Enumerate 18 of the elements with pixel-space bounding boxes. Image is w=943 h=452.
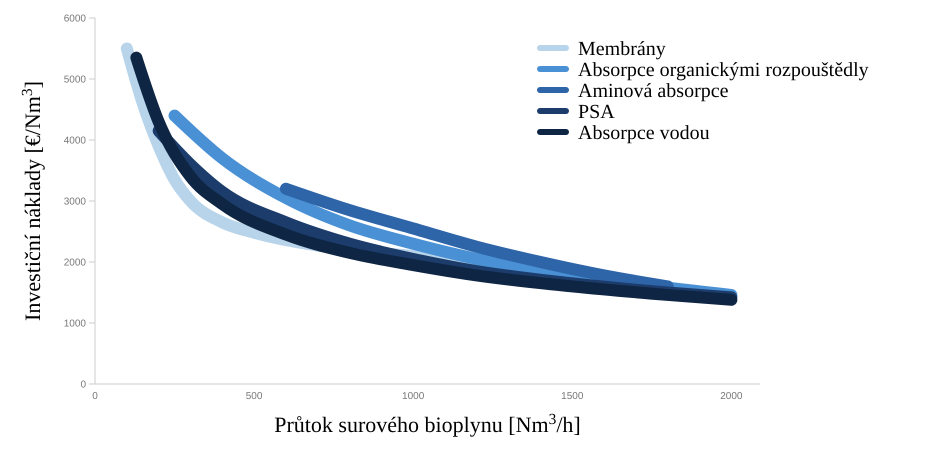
x-tick-label: 0 bbox=[92, 391, 98, 402]
y-tick-label: 0 bbox=[80, 380, 86, 390]
y-tick-label: 1000 bbox=[64, 318, 86, 330]
y-tick-label: 6000 bbox=[64, 14, 86, 24]
x-tick-label: 2000 bbox=[720, 391, 743, 402]
y-tick-label: 4000 bbox=[64, 136, 86, 146]
x-tick-label: 1500 bbox=[561, 391, 584, 402]
legend-label: Aminová absorpce bbox=[578, 80, 729, 102]
legend-label: Absorpce vodou bbox=[578, 122, 710, 144]
y-tick-label: 5000 bbox=[64, 74, 86, 86]
x-tick-label: 500 bbox=[246, 391, 263, 402]
legend-label: PSA bbox=[578, 101, 616, 123]
legend-label: Membrány bbox=[578, 38, 666, 60]
legend-label: Absorpce organickými rozpouštědly bbox=[578, 59, 869, 81]
x-tick-label: 1000 bbox=[402, 391, 425, 402]
y-tick-label: 3000 bbox=[64, 196, 86, 208]
y-tick-label: 2000 bbox=[64, 258, 86, 268]
x-axis-title: Průtok surového bioplynu [Nm$^{3}$/h] bbox=[274, 410, 581, 437]
